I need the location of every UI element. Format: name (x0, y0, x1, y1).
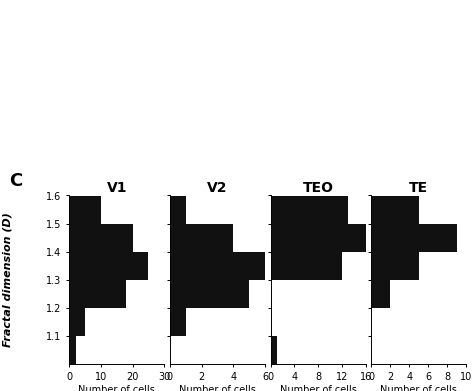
Title: TE: TE (410, 181, 428, 196)
X-axis label: Number of cells: Number of cells (179, 385, 256, 391)
Text: C: C (9, 172, 23, 190)
Text: Fractal dimension (D): Fractal dimension (D) (2, 212, 12, 347)
Title: TEO: TEO (303, 181, 334, 196)
X-axis label: Number of cells: Number of cells (280, 385, 356, 391)
X-axis label: Number of cells: Number of cells (78, 385, 155, 391)
Title: V2: V2 (207, 181, 228, 196)
Title: V1: V1 (107, 181, 127, 196)
X-axis label: Number of cells: Number of cells (381, 385, 457, 391)
